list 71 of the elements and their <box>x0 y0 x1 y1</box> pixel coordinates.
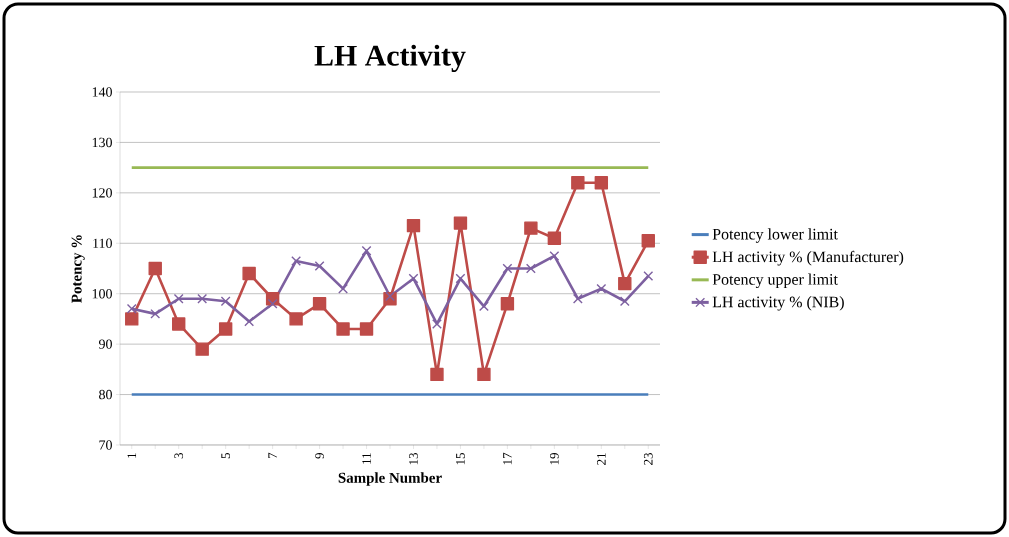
y-tick-label: 120 <box>92 188 112 198</box>
point <box>406 218 421 233</box>
y-tick-label: 90 <box>99 339 112 349</box>
point <box>596 283 607 294</box>
x-tick-label: 13 <box>409 453 418 465</box>
chart-title: LH Activity <box>314 44 466 72</box>
point <box>218 322 233 336</box>
point <box>618 276 632 291</box>
legend-label: LH activity % (NIB) <box>712 296 844 311</box>
point <box>359 322 374 336</box>
point <box>594 176 609 190</box>
x-tick-label: 19 <box>550 453 559 465</box>
point <box>432 319 442 329</box>
x-tick-label: 23 <box>643 453 653 465</box>
y-tick-label: 110 <box>93 238 112 248</box>
point <box>643 271 654 281</box>
point <box>478 301 489 312</box>
point <box>336 322 350 336</box>
point <box>430 367 444 382</box>
point <box>524 221 538 235</box>
y-tick-label: 100 <box>92 288 112 299</box>
point <box>197 293 208 304</box>
point <box>125 312 139 326</box>
y-tick-label: 70 <box>99 440 112 450</box>
point <box>549 250 560 261</box>
point <box>408 273 419 284</box>
point <box>172 317 186 331</box>
point <box>619 296 630 307</box>
x-tick-label: 5 <box>221 453 230 459</box>
point <box>385 291 395 302</box>
x-tick-label: 21 <box>597 453 606 465</box>
legend-label: Potency lower limit <box>712 228 838 243</box>
x-tick-label: 17 <box>503 452 512 465</box>
point <box>173 293 184 304</box>
point <box>572 293 583 304</box>
point <box>220 296 231 307</box>
point <box>289 312 303 326</box>
point <box>195 342 209 356</box>
point <box>338 283 348 294</box>
y-tick-label: 130 <box>92 137 112 148</box>
point <box>502 263 513 274</box>
x-tick-label: 9 <box>315 453 324 459</box>
point <box>525 263 536 274</box>
y-tick-label: 80 <box>99 389 112 400</box>
x-tick-label: 3 <box>174 453 184 459</box>
point <box>314 261 325 271</box>
x-tick-label: 1 <box>127 453 137 458</box>
point <box>477 367 491 382</box>
legend-label: LH activity % (Manufacturer) <box>712 250 904 266</box>
x-tick-label: 7 <box>268 452 277 459</box>
point <box>242 266 256 281</box>
y-axis-title: Potency % <box>71 235 85 303</box>
point <box>312 297 327 311</box>
x-tick-label: 11 <box>362 453 371 464</box>
point <box>500 297 515 311</box>
point <box>361 245 372 256</box>
legend-label: Potency upper limit <box>712 273 838 289</box>
point <box>571 176 585 190</box>
point <box>453 216 468 230</box>
x-tick-label: 15 <box>456 453 465 465</box>
point <box>641 234 655 248</box>
point <box>547 231 562 245</box>
point <box>455 273 466 284</box>
point <box>126 303 137 314</box>
point <box>291 255 302 266</box>
point <box>150 308 161 319</box>
point <box>267 298 278 309</box>
point <box>148 261 162 276</box>
point <box>244 316 255 327</box>
x-axis-title: Sample Number <box>338 472 442 486</box>
y-tick-label: 140 <box>92 87 112 97</box>
